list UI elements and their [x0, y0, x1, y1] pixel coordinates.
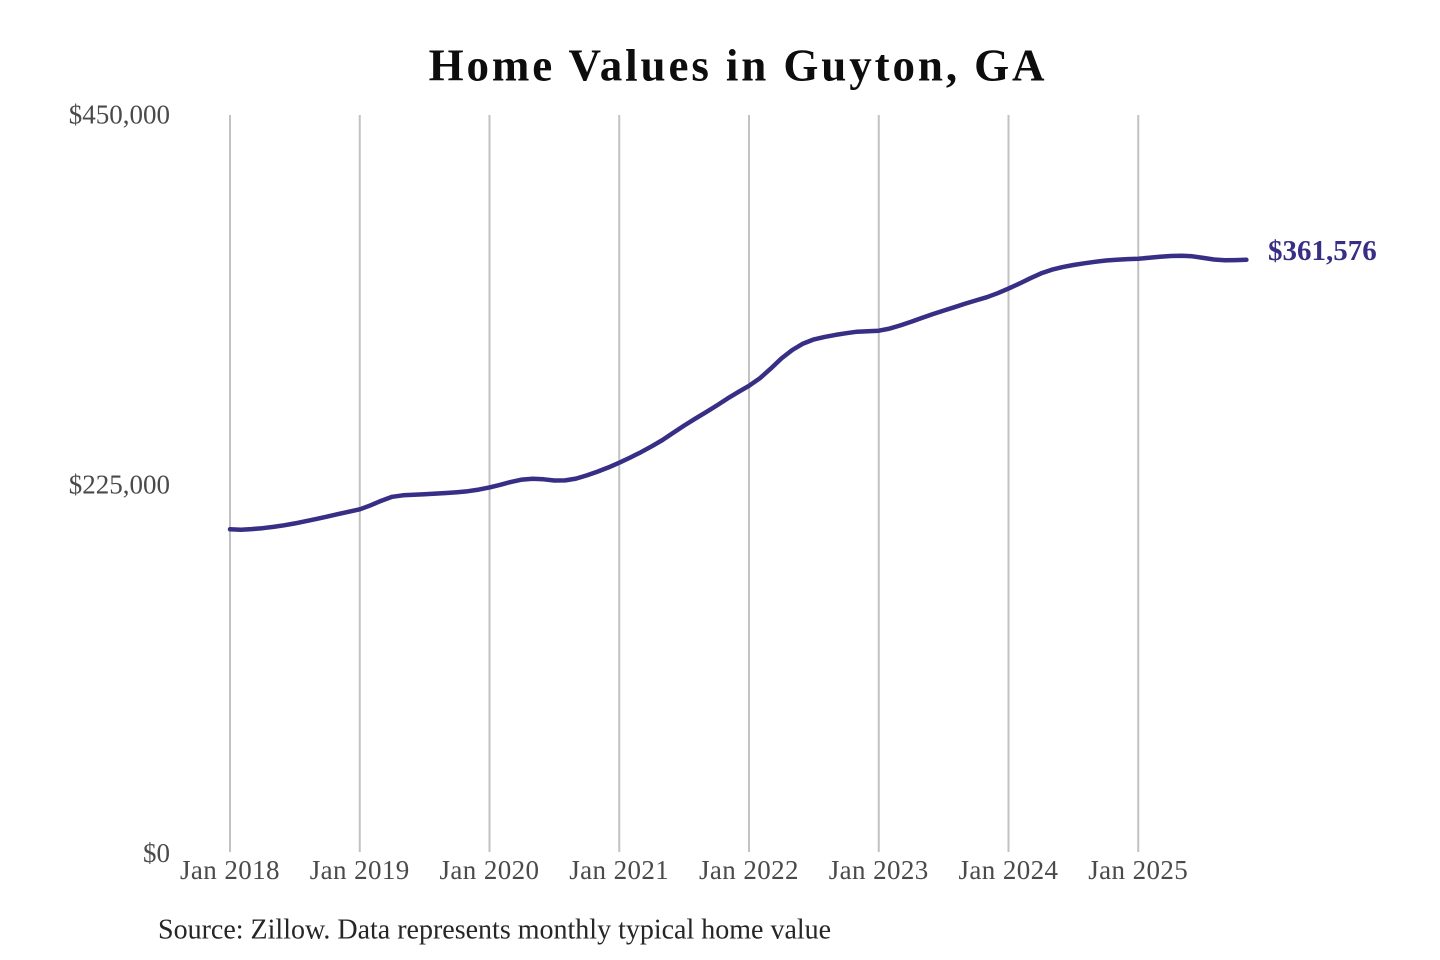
svg-text:Jan 2024: Jan 2024: [959, 855, 1059, 885]
svg-text:Source: Zillow. Data represent: Source: Zillow. Data represents monthly …: [158, 915, 831, 946]
svg-text:Jan 2022: Jan 2022: [699, 855, 799, 885]
svg-text:Home Values in Guyton, GA: Home Values in Guyton, GA: [429, 41, 1048, 91]
svg-text:Jan 2019: Jan 2019: [310, 855, 410, 885]
svg-text:$225,000: $225,000: [69, 470, 170, 500]
svg-text:$450,000: $450,000: [69, 100, 170, 130]
svg-text:Jan 2025: Jan 2025: [1088, 855, 1188, 885]
svg-text:Jan 2023: Jan 2023: [829, 855, 929, 885]
svg-text:Jan 2021: Jan 2021: [569, 855, 669, 885]
svg-text:$361,576: $361,576: [1268, 235, 1377, 267]
svg-text:$0: $0: [143, 838, 170, 868]
svg-text:Jan 2018: Jan 2018: [180, 855, 280, 885]
svg-text:Jan 2020: Jan 2020: [440, 855, 540, 885]
